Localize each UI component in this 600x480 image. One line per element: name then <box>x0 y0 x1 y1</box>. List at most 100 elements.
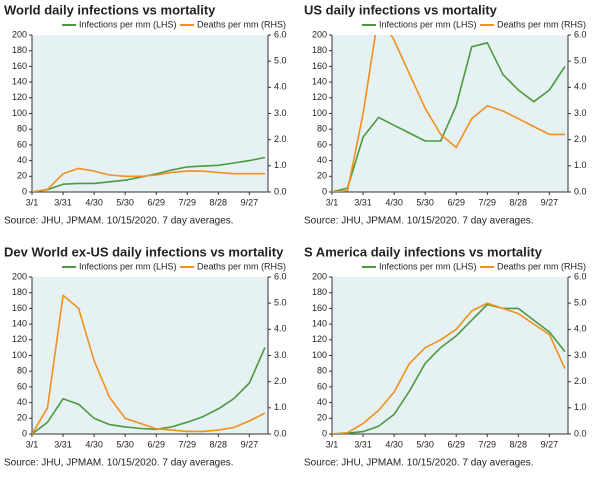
y-tick-label: 20 <box>317 413 327 423</box>
x-tick-label: 6/29 <box>147 197 165 207</box>
source-note: Source: JHU, JPMAM. 10/15/2020. 7 day av… <box>304 458 534 469</box>
x-tick-label: 5/30 <box>116 197 134 207</box>
plot-area <box>332 277 568 434</box>
source-note: Source: JHU, JPMAM. 10/15/2020. 7 day av… <box>304 216 534 227</box>
x-tick-label: 9/27 <box>541 197 559 207</box>
x-tick-label: 3/1 <box>326 439 339 449</box>
y-tick-label: 120 <box>12 92 27 102</box>
y-tick-label: 60 <box>317 381 327 391</box>
y2-tick-label: 3.0 <box>574 108 587 118</box>
y-tick-label: 80 <box>317 366 327 376</box>
y-tick-label: 120 <box>312 334 327 344</box>
x-tick-label: 6/29 <box>447 439 465 449</box>
y-tick-label: 180 <box>12 287 27 297</box>
source-note: Source: JHU, JPMAM. 10/15/2020. 7 day av… <box>4 216 234 227</box>
y-tick-label: 140 <box>12 318 27 328</box>
x-tick-label: 3/31 <box>54 197 72 207</box>
y2-tick-label: 0.0 <box>574 186 587 196</box>
legend-label: Infections per mm (LHS) <box>379 19 477 29</box>
x-tick-label: 5/30 <box>416 197 434 207</box>
y-tick-label: 40 <box>317 155 327 165</box>
x-tick-label: 3/1 <box>26 197 39 207</box>
x-tick-label: 5/30 <box>116 439 134 449</box>
x-tick-label: 3/1 <box>326 197 339 207</box>
lines <box>332 35 566 192</box>
y-tick-label: 20 <box>17 413 27 423</box>
y-tick-label: 200 <box>312 29 327 39</box>
x-tick-label: 7/29 <box>178 197 196 207</box>
x-tick-label: 4/30 <box>85 439 103 449</box>
y-tick-label: 80 <box>17 124 27 134</box>
legend-label: Deaths per mm (RHS) <box>497 261 586 271</box>
x-tick-label: 8/28 <box>210 439 228 449</box>
y2-tick-label: 0.0 <box>574 428 587 438</box>
y2-tick-label: 3.0 <box>274 350 287 360</box>
y-tick-label: 0 <box>22 186 27 196</box>
x-tick-label: 8/28 <box>510 197 528 207</box>
y2-tick-label: 3.0 <box>574 350 587 360</box>
y-tick-label: 180 <box>12 45 27 55</box>
x-tick-label: 3/31 <box>354 197 372 207</box>
series-line <box>32 167 265 192</box>
plot-area <box>332 35 568 192</box>
legend-label: Deaths per mm (RHS) <box>197 261 286 271</box>
y-tick-label: 60 <box>317 139 327 149</box>
y2-tick-label: 6.0 <box>574 271 587 281</box>
series-line <box>332 302 566 434</box>
y-tick-label: 180 <box>312 45 327 55</box>
y-tick-label: 140 <box>312 318 327 328</box>
x-tick-label: 3/31 <box>54 439 72 449</box>
y2-tick-label: 2.0 <box>274 134 287 144</box>
y-tick-label: 120 <box>12 334 27 344</box>
lines <box>32 156 266 192</box>
y2-tick-label: 5.0 <box>274 56 287 66</box>
y2-tick-label: 2.0 <box>274 376 287 386</box>
y2-tick-label: 5.0 <box>574 56 587 66</box>
y-tick-label: 0 <box>22 428 27 438</box>
y2-tick-label: 6.0 <box>274 271 287 281</box>
y2-tick-label: 5.0 <box>274 298 287 308</box>
y-tick-label: 20 <box>317 171 327 181</box>
x-tick-label: 8/28 <box>510 439 528 449</box>
y2-tick-label: 0.0 <box>274 428 287 438</box>
x-tick-label: 4/30 <box>85 197 103 207</box>
y2-tick-label: 1.0 <box>574 402 587 412</box>
y2-tick-label: 4.0 <box>574 82 587 92</box>
y-tick-label: 140 <box>12 76 27 86</box>
x-tick-label: 9/27 <box>241 197 259 207</box>
y2-tick-label: 1.0 <box>274 160 287 170</box>
y-tick-label: 60 <box>17 381 27 391</box>
y-tick-label: 180 <box>312 287 327 297</box>
chart-panel: S America daily infections vs mortality 0… <box>304 244 587 468</box>
chart-title: Dev World ex-US daily infections vs mort… <box>4 244 284 259</box>
y-tick-label: 80 <box>317 124 327 134</box>
series-line <box>32 347 266 434</box>
y-tick-label: 40 <box>317 397 327 407</box>
y2-tick-label: 1.0 <box>274 402 287 412</box>
y2-tick-label: 2.0 <box>574 134 587 144</box>
y-tick-label: 100 <box>312 350 327 360</box>
legend-label: Deaths per mm (RHS) <box>497 19 586 29</box>
x-tick-label: 9/27 <box>541 439 559 449</box>
chart-panel: World daily infections vs mortality 0 20 40… <box>4 2 287 226</box>
lines <box>32 294 266 434</box>
legend-label: Infections per mm (LHS) <box>79 261 177 271</box>
series-line <box>32 294 266 434</box>
x-tick-label: 7/29 <box>478 439 496 449</box>
plot-area <box>32 35 268 192</box>
legend-label: Infections per mm (LHS) <box>379 261 477 271</box>
y-tick-label: 160 <box>312 303 327 313</box>
y-tick-label: 200 <box>312 271 327 281</box>
x-tick-label: 8/28 <box>210 197 228 207</box>
y-tick-label: 100 <box>12 350 27 360</box>
y2-tick-label: 1.0 <box>574 160 587 170</box>
x-tick-label: 3/1 <box>26 439 39 449</box>
y2-tick-label: 6.0 <box>274 29 287 39</box>
y-tick-label: 200 <box>12 271 27 281</box>
x-tick-label: 9/27 <box>241 439 259 449</box>
chart-title: World daily infections vs mortality <box>4 2 216 17</box>
chart-title: US daily infections vs mortality <box>304 2 498 17</box>
y-tick-label: 20 <box>17 171 27 181</box>
y2-tick-label: 0.0 <box>274 186 287 196</box>
y-tick-label: 40 <box>17 397 27 407</box>
